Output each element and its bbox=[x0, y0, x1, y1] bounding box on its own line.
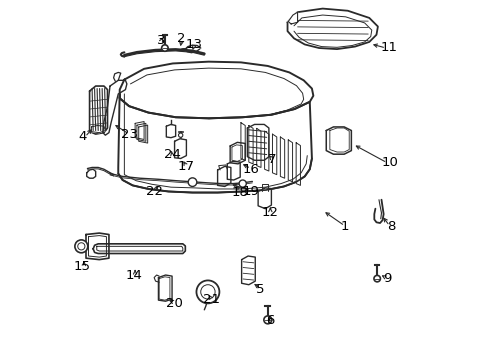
Polygon shape bbox=[227, 161, 240, 180]
Text: 3: 3 bbox=[156, 34, 165, 48]
Circle shape bbox=[373, 275, 380, 282]
Polygon shape bbox=[247, 125, 268, 160]
Polygon shape bbox=[272, 134, 276, 175]
Polygon shape bbox=[86, 169, 96, 178]
Polygon shape bbox=[241, 256, 255, 285]
Polygon shape bbox=[258, 188, 271, 209]
Polygon shape bbox=[287, 9, 377, 49]
Polygon shape bbox=[102, 80, 126, 135]
Text: 12: 12 bbox=[261, 207, 278, 220]
Polygon shape bbox=[325, 127, 351, 154]
Polygon shape bbox=[86, 233, 109, 260]
Text: 19: 19 bbox=[242, 185, 259, 198]
Polygon shape bbox=[166, 125, 175, 138]
Polygon shape bbox=[287, 140, 292, 182]
Circle shape bbox=[188, 178, 196, 186]
Text: 11: 11 bbox=[379, 41, 396, 54]
Text: 10: 10 bbox=[381, 156, 397, 169]
Text: 1: 1 bbox=[340, 220, 348, 233]
Polygon shape bbox=[91, 126, 105, 133]
Text: 9: 9 bbox=[382, 272, 390, 285]
Polygon shape bbox=[217, 166, 230, 186]
Text: 22: 22 bbox=[145, 185, 163, 198]
Polygon shape bbox=[135, 122, 144, 139]
Polygon shape bbox=[174, 139, 186, 158]
Polygon shape bbox=[248, 126, 253, 164]
Text: 17: 17 bbox=[178, 160, 195, 173]
Text: 13: 13 bbox=[184, 38, 202, 51]
Text: 15: 15 bbox=[74, 260, 91, 273]
Circle shape bbox=[196, 280, 219, 303]
Polygon shape bbox=[287, 12, 297, 24]
Polygon shape bbox=[264, 131, 268, 171]
Text: 4: 4 bbox=[78, 130, 86, 144]
Polygon shape bbox=[89, 86, 107, 134]
Text: 24: 24 bbox=[163, 148, 180, 161]
Polygon shape bbox=[230, 142, 244, 164]
Polygon shape bbox=[118, 90, 311, 193]
Text: 8: 8 bbox=[386, 220, 395, 233]
Circle shape bbox=[75, 240, 88, 253]
Text: 2: 2 bbox=[177, 32, 185, 45]
Text: 21: 21 bbox=[203, 293, 220, 306]
Text: 7: 7 bbox=[268, 153, 276, 166]
Polygon shape bbox=[280, 137, 284, 178]
Polygon shape bbox=[241, 123, 244, 160]
Text: 5: 5 bbox=[256, 283, 264, 296]
Polygon shape bbox=[137, 123, 145, 141]
Circle shape bbox=[162, 45, 168, 51]
Polygon shape bbox=[139, 125, 147, 143]
Text: 6: 6 bbox=[265, 314, 274, 327]
Polygon shape bbox=[296, 143, 300, 185]
Polygon shape bbox=[158, 275, 172, 301]
Circle shape bbox=[178, 133, 183, 137]
Circle shape bbox=[239, 180, 246, 187]
Text: 23: 23 bbox=[120, 127, 137, 141]
Text: 18: 18 bbox=[231, 186, 248, 199]
Text: 16: 16 bbox=[242, 163, 259, 176]
Circle shape bbox=[264, 316, 271, 324]
Polygon shape bbox=[120, 62, 313, 118]
Polygon shape bbox=[93, 244, 185, 253]
Text: 14: 14 bbox=[125, 269, 142, 282]
Text: 20: 20 bbox=[166, 297, 183, 310]
Polygon shape bbox=[256, 129, 261, 167]
